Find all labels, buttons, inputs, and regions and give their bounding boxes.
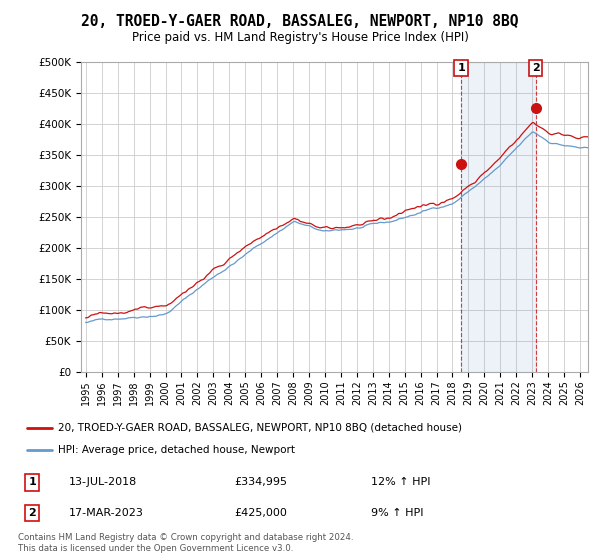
Text: £334,995: £334,995 [235,477,287,487]
Text: HPI: Average price, detached house, Newport: HPI: Average price, detached house, Newp… [58,445,295,455]
Text: 9% ↑ HPI: 9% ↑ HPI [371,508,424,518]
Text: 13-JUL-2018: 13-JUL-2018 [70,477,137,487]
Text: 17-MAR-2023: 17-MAR-2023 [70,508,144,518]
Text: 1: 1 [457,63,465,73]
Text: 1: 1 [28,477,36,487]
Text: 20, TROED-Y-GAER ROAD, BASSALEG, NEWPORT, NP10 8BQ (detached house): 20, TROED-Y-GAER ROAD, BASSALEG, NEWPORT… [58,423,462,433]
Text: 20, TROED-Y-GAER ROAD, BASSALEG, NEWPORT, NP10 8BQ: 20, TROED-Y-GAER ROAD, BASSALEG, NEWPORT… [81,14,519,29]
Text: 2: 2 [532,63,539,73]
Bar [461,62,536,372]
Text: Price paid vs. HM Land Registry's House Price Index (HPI): Price paid vs. HM Land Registry's House … [131,31,469,44]
Text: Contains HM Land Registry data © Crown copyright and database right 2024.
This d: Contains HM Land Registry data © Crown c… [18,533,353,553]
Text: 2: 2 [28,508,36,518]
Text: £425,000: £425,000 [235,508,287,518]
Text: 12% ↑ HPI: 12% ↑ HPI [371,477,431,487]
